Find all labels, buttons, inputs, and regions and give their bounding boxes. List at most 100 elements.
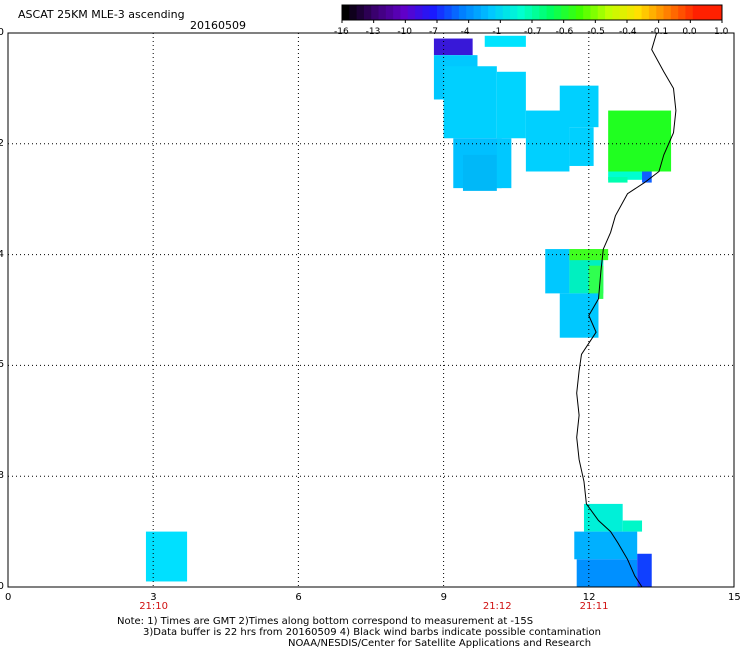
wind-cell bbox=[574, 531, 638, 560]
colorbar-label: -13 bbox=[365, 27, 381, 37]
lat-label: -20 bbox=[0, 581, 4, 592]
colorbar-swatch bbox=[707, 5, 716, 20]
lat-label: -18 bbox=[0, 470, 4, 482]
pass-time: 21:10 bbox=[139, 601, 169, 612]
colorbar-swatch bbox=[451, 5, 460, 20]
lon-label: 12 bbox=[582, 592, 596, 603]
note-line-3: NOAA/NESDIS/Center for Satellite Applica… bbox=[288, 638, 592, 649]
wind-cell bbox=[443, 66, 497, 139]
wind-cell bbox=[608, 110, 672, 172]
colorbar-swatch bbox=[356, 5, 365, 20]
colorbar-swatch bbox=[502, 5, 511, 20]
colorbar-swatch bbox=[524, 5, 533, 20]
colorbar-swatch bbox=[678, 5, 686, 20]
colorbar-label: -0.1 bbox=[650, 27, 669, 37]
colorbar-label: 1.0 bbox=[714, 27, 729, 37]
colorbar-label: -7 bbox=[429, 27, 438, 37]
colorbar-swatch bbox=[371, 5, 380, 20]
colorbar-swatch bbox=[575, 5, 584, 20]
colorbar-swatch bbox=[407, 5, 416, 20]
colorbar-swatch bbox=[415, 5, 423, 20]
lat-label: -14 bbox=[0, 248, 4, 260]
wind-cell bbox=[462, 154, 497, 191]
lat-label: -12 bbox=[0, 137, 4, 149]
wind-cell bbox=[496, 71, 526, 139]
colorbar-swatch bbox=[539, 5, 548, 20]
lat-label: -10 bbox=[0, 27, 4, 38]
wind-cell bbox=[622, 520, 643, 532]
colorbar-label: -0.4 bbox=[619, 27, 637, 37]
lon-label: 0 bbox=[5, 592, 12, 603]
colorbar-swatch bbox=[400, 5, 409, 20]
colorbar-swatch bbox=[429, 5, 438, 20]
lon-label: 3 bbox=[150, 592, 157, 603]
lon-label: 6 bbox=[295, 592, 302, 603]
colorbar-swatch bbox=[590, 5, 599, 20]
colorbar-swatch bbox=[532, 5, 540, 20]
colorbar-swatch bbox=[393, 5, 401, 20]
wind-cell bbox=[608, 177, 628, 183]
wind-cell bbox=[496, 138, 512, 189]
wind-cell bbox=[559, 293, 599, 338]
colorbar-swatch bbox=[378, 5, 387, 20]
map-title: ASCAT 25KM MLE-3 ascending bbox=[18, 8, 185, 21]
colorbar-label: -0.5 bbox=[587, 27, 605, 37]
colorbar-label: -4 bbox=[460, 27, 470, 37]
colorbar-swatch bbox=[553, 5, 562, 20]
map-frame bbox=[7, 32, 735, 588]
wind-cell bbox=[433, 38, 473, 56]
colorbar-swatch bbox=[510, 5, 518, 20]
colorbar-swatch bbox=[349, 5, 358, 20]
colorbar-swatch bbox=[612, 5, 621, 20]
colorbar-swatch bbox=[480, 5, 489, 20]
wind-cell bbox=[145, 531, 188, 582]
colorbar-swatch bbox=[546, 5, 555, 20]
colorbar-swatch bbox=[634, 5, 643, 20]
colorbar-swatch bbox=[583, 5, 591, 20]
wind-cell bbox=[642, 171, 652, 183]
colorbar-swatch bbox=[692, 5, 701, 20]
colorbar-label: -1 bbox=[492, 27, 502, 37]
colorbar-swatch bbox=[444, 5, 453, 20]
colorbar-swatch bbox=[488, 5, 496, 20]
colorbar-swatch bbox=[385, 5, 394, 20]
colorbar-swatch bbox=[700, 5, 708, 20]
colorbar-swatch bbox=[568, 5, 577, 20]
colorbar-swatch bbox=[466, 5, 475, 20]
colorbar-swatch bbox=[656, 5, 665, 20]
colorbar-swatch bbox=[685, 5, 694, 20]
colorbar-swatch bbox=[597, 5, 606, 20]
pass-time: 21:12 bbox=[482, 601, 512, 612]
colorbar-swatch bbox=[670, 5, 679, 20]
colorbar-swatch bbox=[437, 5, 445, 20]
colorbar-swatch bbox=[627, 5, 635, 20]
wind-cell bbox=[545, 249, 570, 294]
lon-label: 15 bbox=[728, 592, 740, 603]
wind-cell bbox=[608, 171, 647, 180]
wind-cells bbox=[145, 35, 672, 587]
lon-label: 9 bbox=[440, 592, 447, 603]
colorbar-swatch bbox=[561, 5, 570, 20]
colorbar-label: -0.6 bbox=[555, 27, 574, 37]
colorbar-swatch bbox=[641, 5, 650, 20]
colorbar-swatch bbox=[517, 5, 526, 20]
colorbar-swatch bbox=[663, 5, 672, 20]
colorbar-swatch bbox=[422, 5, 431, 20]
wind-cell bbox=[637, 553, 652, 587]
colorbar-swatch bbox=[714, 5, 723, 20]
colorbar-swatch bbox=[342, 5, 350, 20]
colorbar-label: -0.7 bbox=[524, 27, 542, 37]
colorbar-swatch bbox=[648, 5, 657, 20]
coastline bbox=[576, 32, 677, 588]
wind-cell bbox=[484, 35, 526, 47]
map-date: 20160509 bbox=[190, 19, 246, 32]
wind-cell bbox=[559, 85, 599, 128]
lat-label: -16 bbox=[0, 359, 4, 371]
note-line-2: 3)Data buffer is 22 hrs from 20160509 4)… bbox=[143, 627, 601, 638]
wind-cell bbox=[583, 503, 623, 532]
colorbar-label: -16 bbox=[334, 27, 349, 37]
wind-cell bbox=[576, 559, 638, 587]
colorbar-label: 0.0 bbox=[682, 27, 697, 37]
colorbar-swatch bbox=[495, 5, 504, 20]
